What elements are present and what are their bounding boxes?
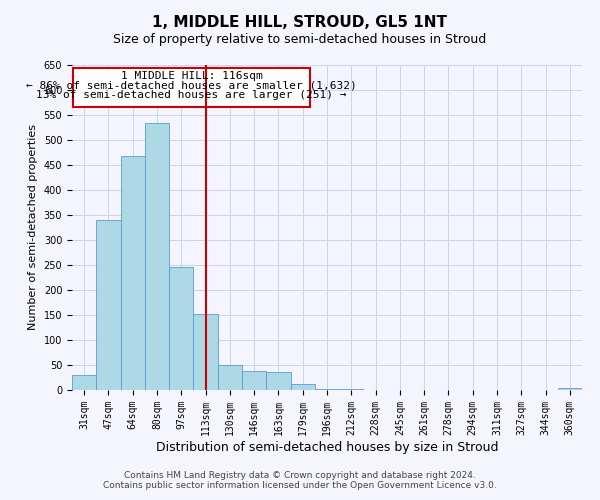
Bar xyxy=(193,314,218,390)
Bar xyxy=(290,384,315,390)
Bar xyxy=(145,122,169,390)
Bar xyxy=(218,365,242,390)
X-axis label: Distribution of semi-detached houses by size in Stroud: Distribution of semi-detached houses by … xyxy=(156,440,498,454)
Y-axis label: Number of semi-detached properties: Number of semi-detached properties xyxy=(28,124,38,330)
Text: 1 MIDDLE HILL: 116sqm: 1 MIDDLE HILL: 116sqm xyxy=(121,71,262,81)
Bar xyxy=(96,220,121,390)
Text: 13% of semi-detached houses are larger (251) →: 13% of semi-detached houses are larger (… xyxy=(37,90,347,101)
Bar xyxy=(121,156,145,390)
Text: Size of property relative to semi-detached houses in Stroud: Size of property relative to semi-detach… xyxy=(113,32,487,46)
Bar xyxy=(73,68,310,106)
Bar xyxy=(72,375,96,390)
Bar xyxy=(315,389,339,390)
Bar xyxy=(558,388,582,390)
Bar xyxy=(266,372,290,390)
Bar xyxy=(169,267,193,390)
Text: ← 86% of semi-detached houses are smaller (1,632): ← 86% of semi-detached houses are smalle… xyxy=(26,81,357,91)
Text: 1, MIDDLE HILL, STROUD, GL5 1NT: 1, MIDDLE HILL, STROUD, GL5 1NT xyxy=(152,15,448,30)
Text: Contains HM Land Registry data © Crown copyright and database right 2024.
Contai: Contains HM Land Registry data © Crown c… xyxy=(103,470,497,490)
Bar xyxy=(339,389,364,390)
Bar xyxy=(242,370,266,390)
